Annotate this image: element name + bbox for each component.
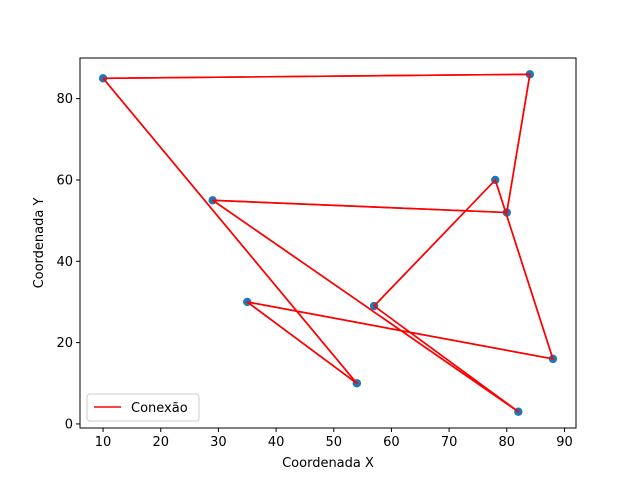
x-axis-label: Coordenada X [282, 456, 374, 471]
x-tick-label-20: 20 [152, 435, 169, 450]
x-tick-label-30: 30 [210, 435, 227, 450]
y-tick-label-40: 40 [56, 255, 73, 270]
connection-line-overlay [102, 73, 554, 413]
x-tick-label-40: 40 [268, 435, 285, 450]
x-tick-label-90: 90 [556, 435, 573, 450]
legend-label: Conexão [131, 401, 188, 416]
y-tick-label-80: 80 [56, 92, 73, 107]
x-tick-label-60: 60 [383, 435, 400, 450]
x-tick-label-80: 80 [499, 435, 516, 450]
axes: 10 20 30 40 50 60 70 80 90 0 20 40 60 80 [56, 57, 577, 450]
y-axis-label: Coordenada Y [32, 198, 47, 289]
x-tick-label-10: 10 [95, 435, 112, 450]
y-tick-label-60: 60 [56, 173, 73, 188]
legend: Conexão [86, 393, 200, 422]
y-tick-label-20: 20 [56, 336, 73, 351]
x-tick-label-50: 50 [325, 435, 342, 450]
x-tick-label-70: 70 [441, 435, 458, 450]
y-tick-label-0: 0 [65, 417, 73, 432]
legend-box [86, 393, 200, 422]
axes-frame [79, 57, 577, 429]
plot-area [98, 70, 558, 416]
